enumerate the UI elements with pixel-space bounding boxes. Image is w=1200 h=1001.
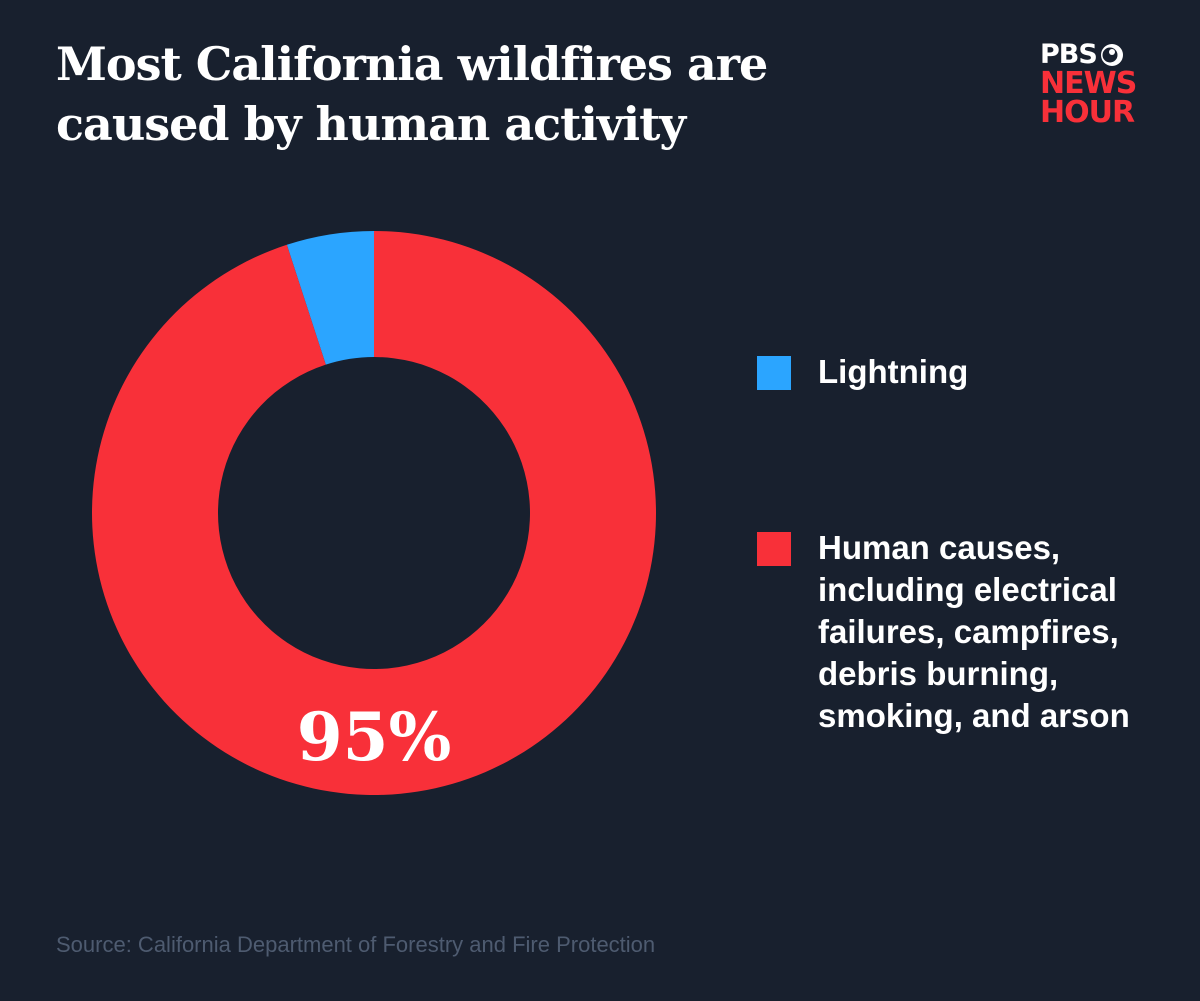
chart-title: Most California wildfires are caused by … xyxy=(56,37,768,151)
data-label-human-causes: 95% xyxy=(297,698,452,776)
donut-chart: 95% xyxy=(92,231,657,795)
logo-news-text: NEWS xyxy=(1040,66,1137,101)
legend-label-lightning: Lightning xyxy=(818,353,969,390)
pbs-newshour-logo: PBS NEWS HOUR xyxy=(1040,39,1160,130)
logo-hour-text: HOUR xyxy=(1040,95,1135,130)
logo-pbs-text: PBS xyxy=(1040,39,1098,70)
pbs-head-icon xyxy=(1100,43,1123,66)
legend-item-lightning: Lightning xyxy=(757,353,1178,393)
legend-swatch-lightning xyxy=(757,356,791,390)
donut-slice-human-causes xyxy=(92,231,657,795)
legend-label-human-causes: Human causes, including electrical failu… xyxy=(818,529,1130,734)
legend-item-human-causes: Human causes, including electrical failu… xyxy=(757,529,1178,737)
legend-swatch-human-causes xyxy=(757,532,791,566)
donut-slice-lightning xyxy=(286,231,374,365)
source-note: Source: California Department of Forestr… xyxy=(56,932,656,957)
